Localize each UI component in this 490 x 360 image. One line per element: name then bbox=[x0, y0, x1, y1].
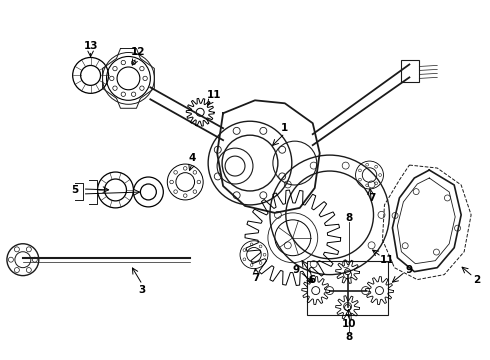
Text: 6: 6 bbox=[308, 275, 316, 285]
Text: 1: 1 bbox=[281, 123, 289, 133]
Text: 11: 11 bbox=[380, 255, 395, 265]
Text: 3: 3 bbox=[139, 284, 146, 294]
Text: 4: 4 bbox=[189, 153, 196, 163]
Text: 12: 12 bbox=[131, 48, 146, 58]
Text: 7: 7 bbox=[252, 273, 260, 283]
Text: 9: 9 bbox=[406, 265, 413, 275]
Text: 13: 13 bbox=[83, 41, 98, 50]
Text: 9: 9 bbox=[292, 265, 299, 275]
Text: 10: 10 bbox=[342, 319, 356, 329]
Text: 11: 11 bbox=[207, 90, 221, 100]
Text: 5: 5 bbox=[71, 185, 78, 195]
Text: 7: 7 bbox=[368, 193, 375, 203]
Bar bbox=[307, 261, 389, 315]
Text: 2: 2 bbox=[473, 275, 481, 285]
Bar bbox=[401, 60, 419, 82]
Text: 8: 8 bbox=[345, 213, 352, 223]
Text: 8: 8 bbox=[345, 332, 352, 342]
